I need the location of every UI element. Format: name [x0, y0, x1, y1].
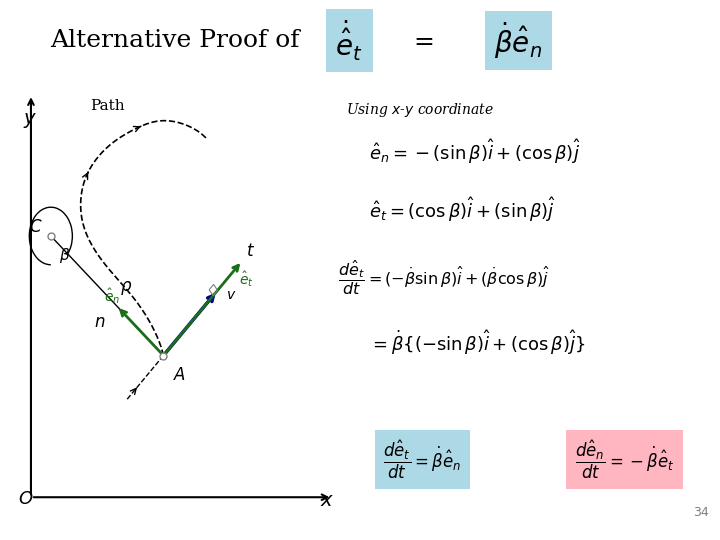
Text: $\beta$: $\beta$: [59, 246, 71, 265]
Text: Path: Path: [90, 99, 125, 113]
Text: $\rho$: $\rho$: [120, 279, 132, 298]
Text: $O$: $O$: [18, 490, 33, 509]
Text: $\hat{e}_t$: $\hat{e}_t$: [239, 270, 253, 289]
Text: $v$: $v$: [226, 288, 236, 302]
Text: 34: 34: [693, 507, 708, 519]
Text: $y$: $y$: [23, 111, 37, 130]
Text: $=$: $=$: [409, 29, 433, 52]
Text: $\dfrac{d\hat{e}_t}{dt} = \dot{\beta}\hat{e}_n$: $\dfrac{d\hat{e}_t}{dt} = \dot{\beta}\ha…: [383, 438, 462, 481]
Text: $x$: $x$: [320, 492, 335, 510]
Text: $\dfrac{d\hat{e}_t}{dt} = (-\dot{\beta}\sin\beta)\hat{i} + (\dot{\beta}\cos\beta: $\dfrac{d\hat{e}_t}{dt} = (-\dot{\beta}\…: [338, 259, 551, 298]
Text: $C$: $C$: [30, 219, 43, 235]
Text: $t$: $t$: [246, 244, 255, 260]
Text: $n$: $n$: [94, 314, 105, 331]
Text: $\dot{\hat{e}}_t$: $\dot{\hat{e}}_t$: [336, 18, 363, 63]
Text: Alternative Proof of: Alternative Proof of: [50, 29, 300, 52]
Text: $\hat{e}_n$: $\hat{e}_n$: [104, 286, 120, 306]
Text: Using $x$-$y$ coordinate: Using $x$-$y$ coordinate: [346, 101, 494, 119]
Text: $\hat{e}_n = -(\sin\beta)\hat{i} + (\cos\beta)\hat{j}$: $\hat{e}_n = -(\sin\beta)\hat{i} + (\cos…: [369, 138, 581, 166]
Text: $\hat{e}_t = (\cos\beta)\hat{i} + (\sin\beta)\hat{j}$: $\hat{e}_t = (\cos\beta)\hat{i} + (\sin\…: [369, 195, 556, 224]
Text: $A$: $A$: [174, 367, 186, 384]
Text: $\dot{\beta}\hat{e}_n$: $\dot{\beta}\hat{e}_n$: [495, 21, 542, 60]
Text: $\dfrac{d\hat{e}_n}{dt} = -\dot{\beta}\hat{e}_t$: $\dfrac{d\hat{e}_n}{dt} = -\dot{\beta}\h…: [575, 438, 675, 481]
Text: $= \dot{\beta}\{(-\sin\beta)\hat{i} + (\cos\beta)\hat{j}\}$: $= \dot{\beta}\{(-\sin\beta)\hat{i} + (\…: [369, 328, 585, 356]
